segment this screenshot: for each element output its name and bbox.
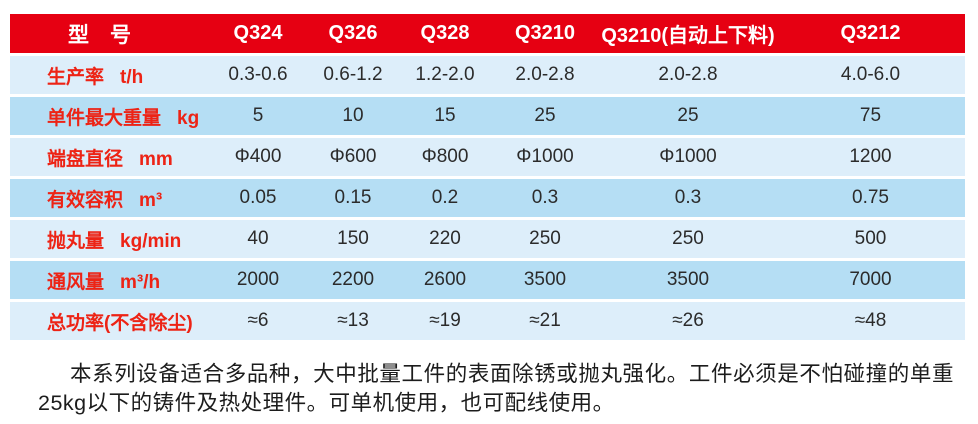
- row-unit: m³: [139, 189, 163, 211]
- spec-value: ≈6: [247, 310, 269, 331]
- row-unit: kg: [177, 107, 200, 129]
- spec-value: 3500: [666, 269, 710, 290]
- spec-value: Φ400: [234, 146, 282, 167]
- spec-value: 2.0-2.8: [515, 64, 575, 85]
- spec-value: ≈19: [429, 310, 461, 331]
- header-corner-label: 型 号: [68, 23, 131, 47]
- row-unit: t/h: [120, 66, 144, 88]
- row-unit: mm: [139, 148, 173, 170]
- spec-value: 15: [434, 105, 456, 126]
- row-label: 抛丸量 kg/min: [10, 226, 210, 253]
- spec-value: 250: [529, 228, 561, 249]
- spec-value: 0.6-1.2: [323, 64, 383, 85]
- header-model: Q3212: [840, 22, 901, 44]
- row-unit: kg/min: [120, 230, 182, 252]
- spec-value: 500: [854, 228, 887, 249]
- row-label: 总功率(不含除尘): [10, 308, 210, 335]
- spec-value: 40: [247, 228, 269, 249]
- spec-value: 0.3: [674, 187, 702, 208]
- spec-value: Φ800: [421, 146, 469, 167]
- header-model: Q3210(自动上下料): [601, 25, 775, 47]
- spec-value: 2.0-2.8: [658, 64, 718, 85]
- row-label: 通风量 m³/h: [10, 267, 210, 294]
- header-model: Q324: [233, 22, 283, 44]
- spec-value: ≈21: [529, 310, 561, 331]
- table-row: 总功率(不含除尘) ≈6 ≈13 ≈19 ≈21 ≈26 ≈48: [10, 302, 965, 340]
- spec-value: 2200: [331, 269, 375, 290]
- table-row: 有效容积 m³ 0.05 0.15 0.2 0.3 0.3 0.75: [10, 179, 965, 217]
- spec-value: 4.0-6.0: [840, 64, 901, 85]
- spec-value: 0.15: [334, 187, 372, 208]
- table-header-row: 型 号 Q324 Q326 Q328 Q3210 Q3210(自动上下料) Q3212: [10, 14, 965, 53]
- row-label-text: 有效容积: [47, 189, 124, 211]
- spec-value: 25: [534, 105, 556, 126]
- spec-value: 0.75: [852, 187, 889, 208]
- header-model: Q3210: [514, 22, 576, 44]
- spec-value: 1200: [849, 146, 892, 167]
- table-row: 生产率 t/h 0.3-0.6 0.6-1.2 1.2-2.0 2.0-2.8 2.0-2.…: [10, 56, 965, 94]
- spec-value: 2600: [423, 269, 467, 290]
- header-model: Q326: [328, 22, 378, 44]
- header-model: Q328: [420, 22, 470, 44]
- spec-value: 1.2-2.0: [415, 64, 475, 85]
- spec-value: 0.3: [531, 187, 559, 208]
- spec-value: 5: [252, 105, 264, 126]
- spec-value: 0.2: [431, 187, 459, 208]
- row-label: 端盘直径 mm: [10, 144, 210, 171]
- spec-value: 3500: [523, 269, 567, 290]
- row-label-text: 生产率: [47, 66, 105, 88]
- spec-value: 2000: [236, 269, 280, 290]
- row-label-text: 通风量: [47, 271, 105, 293]
- row-label: 单件最大重量 kg: [10, 103, 210, 130]
- spec-value: 25: [677, 105, 699, 126]
- spec-value: ≈48: [854, 310, 887, 331]
- spec-value: 75: [859, 105, 882, 126]
- spec-value: 220: [429, 228, 461, 249]
- row-label-text: 抛丸量: [47, 230, 105, 252]
- table-row: 通风量 m³/h 2000 2200 2600 3500 3500 7000: [10, 261, 965, 299]
- table-row: 抛丸量 kg/min 40 150 220 250 250 500: [10, 220, 965, 258]
- spec-value: 0.05: [239, 187, 277, 208]
- spec-value: Φ1000: [659, 146, 717, 167]
- spec-value: Φ1000: [516, 146, 574, 167]
- row-unit: m³/h: [120, 271, 161, 293]
- spec-table: 型 号 Q324 Q326 Q328 Q3210 Q3210(自动上下料) Q3212 生…: [10, 14, 965, 343]
- spec-value: 150: [337, 228, 369, 249]
- table-row: 端盘直径 mm Φ400 Φ600 Φ800 Φ1000 Φ1000 1200: [10, 138, 965, 176]
- spec-value: 250: [672, 228, 704, 249]
- spec-value: 0.3-0.6: [228, 64, 288, 85]
- table-row: 单件最大重量 kg 5 10 15 25 25 75: [10, 97, 965, 135]
- row-label-text: 端盘直径: [47, 148, 124, 170]
- row-label: 生产率 t/h: [10, 62, 210, 89]
- spec-value: Φ600: [329, 146, 377, 167]
- row-label-text: 总功率(不含除尘): [47, 312, 193, 334]
- spec-value: ≈26: [672, 310, 704, 331]
- spec-value: 10: [342, 105, 364, 126]
- spec-value: 7000: [849, 269, 892, 290]
- spec-value: ≈13: [337, 310, 369, 331]
- row-label: 有效容积 m³: [10, 185, 210, 212]
- description-paragraph: 本系列设备适合多品种，大中批量工件的表面除锈或抛丸强化。工件必须是不怕碰撞的单重…: [38, 362, 954, 415]
- row-label-text: 单件最大重量: [47, 107, 162, 129]
